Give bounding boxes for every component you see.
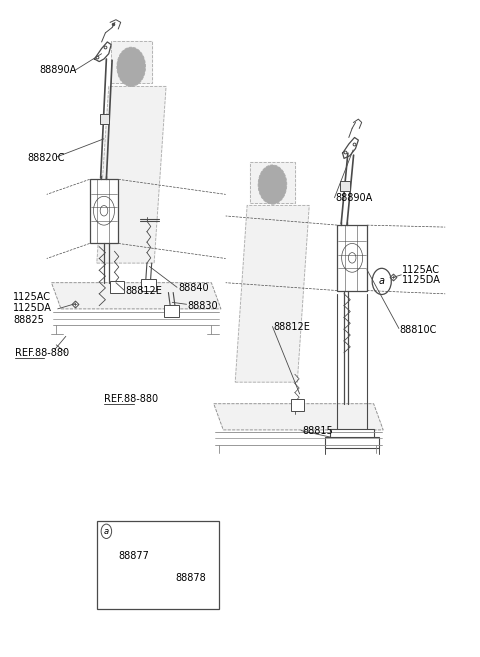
Bar <box>110 281 123 292</box>
Text: 88878: 88878 <box>176 574 206 583</box>
Text: 88877: 88877 <box>118 551 149 561</box>
Polygon shape <box>214 404 383 430</box>
Polygon shape <box>51 283 221 309</box>
Circle shape <box>258 165 287 204</box>
Bar <box>90 179 118 244</box>
Polygon shape <box>250 162 295 203</box>
Bar <box>325 437 379 447</box>
Bar <box>141 279 156 290</box>
Bar <box>164 305 179 317</box>
Text: 88890A: 88890A <box>336 193 372 202</box>
Text: 88830: 88830 <box>188 301 218 311</box>
Bar <box>330 428 374 438</box>
Text: 88815: 88815 <box>302 426 333 436</box>
Text: a: a <box>379 277 385 286</box>
Text: 1125AC: 1125AC <box>13 292 51 302</box>
Bar <box>97 522 218 608</box>
Text: 88825: 88825 <box>13 315 44 325</box>
Polygon shape <box>111 41 152 83</box>
Text: 88812E: 88812E <box>274 322 310 332</box>
Text: 1125DA: 1125DA <box>13 303 52 313</box>
Text: REF.88-880: REF.88-880 <box>15 348 69 357</box>
Text: 1125DA: 1125DA <box>402 275 441 285</box>
Text: a: a <box>104 527 109 536</box>
Text: 88890A: 88890A <box>39 65 77 75</box>
Text: REF.88-880: REF.88-880 <box>104 394 158 403</box>
Bar <box>100 114 109 124</box>
Bar <box>340 181 350 191</box>
Polygon shape <box>97 87 166 263</box>
Bar <box>337 225 367 290</box>
Circle shape <box>117 47 145 87</box>
Text: 88810C: 88810C <box>400 325 437 335</box>
Bar <box>290 399 304 411</box>
Polygon shape <box>235 206 309 382</box>
Text: 88820C: 88820C <box>28 153 65 164</box>
Text: 88840: 88840 <box>178 283 209 293</box>
Text: 88812E: 88812E <box>125 286 162 296</box>
Text: 1125AC: 1125AC <box>402 265 440 275</box>
